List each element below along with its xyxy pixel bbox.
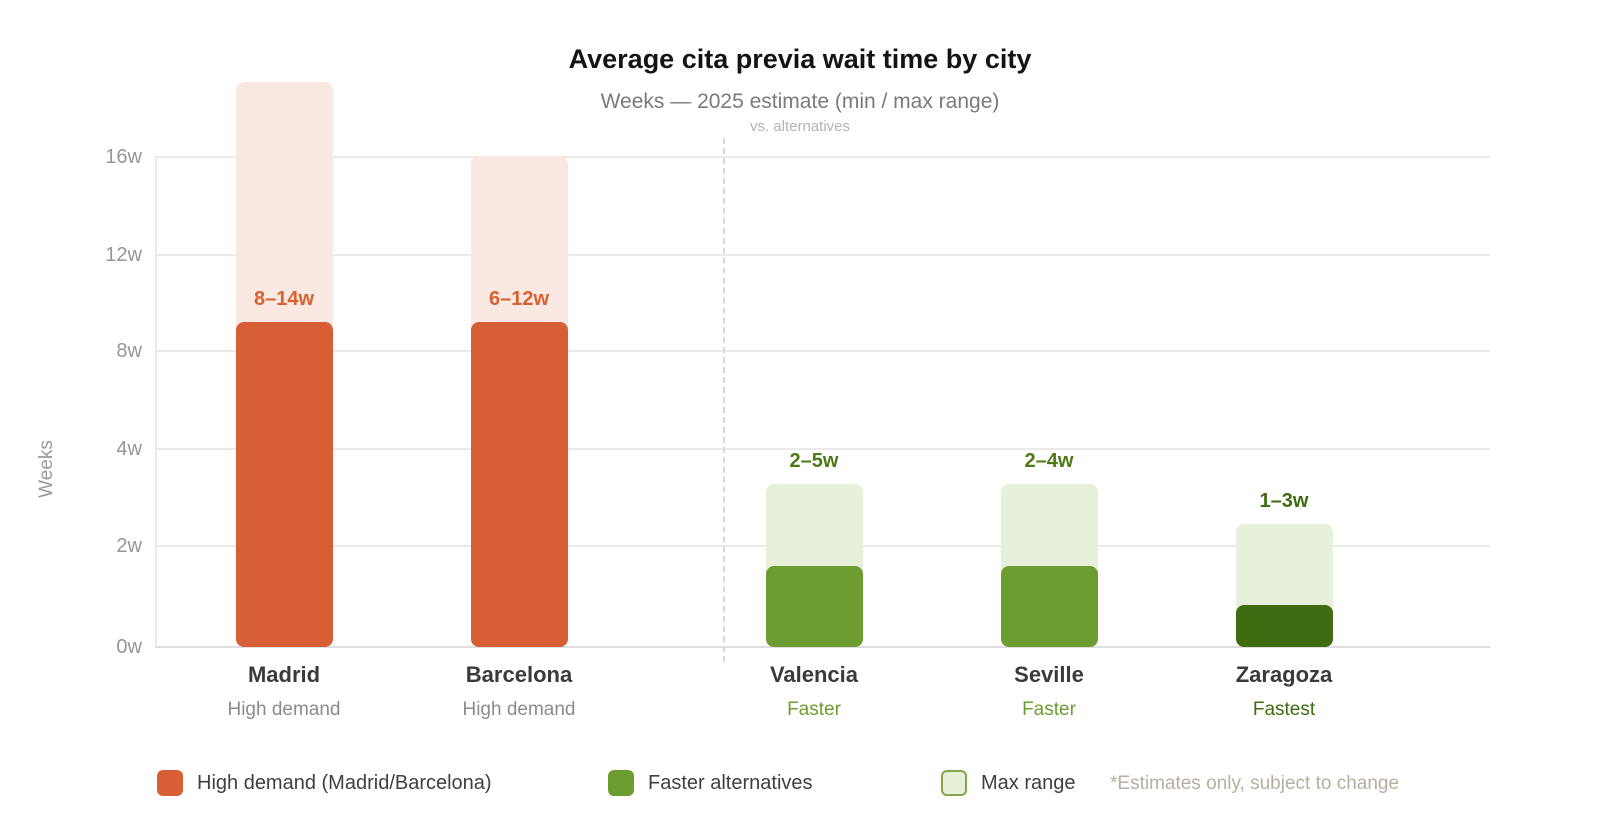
y-tick-label: 8w — [116, 340, 142, 362]
bar-min-segment — [765, 566, 863, 647]
x-axis-label: Zaragoza — [1235, 662, 1333, 687]
bar-max-range-segment — [1000, 484, 1098, 580]
bar-max-range-segment — [1235, 524, 1333, 619]
x-axis-sublabel: Fastest — [1252, 699, 1316, 720]
y-tick-label: 4w — [116, 438, 142, 460]
bar-min-segment — [235, 322, 333, 647]
bar-min-segment — [470, 322, 568, 647]
plot-area: 0w 2w 4w 8w 12w 16w 8–14w Madrid High demand 6–12… — [105, 82, 1490, 720]
gridline — [155, 156, 1490, 158]
legend-item-faster: Faster alternatives — [608, 770, 813, 796]
gridline — [155, 646, 1490, 648]
bar-range-label: 2–5w — [789, 450, 839, 472]
legend-item-high-demand: High demand (Madrid/Barcelona) — [157, 770, 492, 796]
bar-max-range-segment — [235, 82, 333, 336]
y-tick-label: 0w — [116, 636, 142, 658]
chart-subtitle: Weeks — 2025 estimate (min / max range) — [600, 90, 1000, 113]
y-tick-label: 2w — [116, 535, 142, 557]
x-axis-sublabel: Faster — [1022, 699, 1076, 720]
legend-label-faster: Faster alternatives — [648, 771, 813, 794]
high-demand-swatch-icon — [157, 770, 183, 796]
x-axis-label: Barcelona — [465, 662, 573, 687]
legend: High demand (Madrid/Barcelona) Faster al… — [0, 766, 1600, 806]
max-range-swatch-icon — [941, 770, 967, 796]
bar-range-label: 1–3w — [1259, 490, 1309, 512]
legend-item-max-range: Max range — [941, 770, 1076, 796]
x-axis-label: Valencia — [769, 662, 859, 687]
bar-range-label: 6–12w — [488, 288, 550, 310]
chart-subnote: vs. alternatives — [749, 118, 851, 135]
bar-min-segment — [1235, 605, 1333, 647]
gridline — [155, 254, 1490, 256]
legend-label-max-range: Max range — [981, 771, 1076, 794]
y-tick-label: 16w — [105, 146, 142, 168]
group-divider-line — [723, 138, 725, 662]
faster-swatch-icon — [608, 770, 634, 796]
x-axis-label: Seville — [1014, 662, 1084, 687]
y-tick-label: 12w — [105, 244, 142, 266]
x-axis-label: Madrid — [247, 662, 321, 687]
bar-min-segment — [1000, 566, 1098, 647]
gridline — [155, 350, 1490, 352]
x-axis-sublabel: Faster — [787, 699, 841, 720]
bar-max-range-segment — [765, 484, 863, 580]
legend-label-high-demand: High demand (Madrid/Barcelona) — [197, 771, 492, 794]
y-axis-line — [155, 157, 157, 647]
x-axis-sublabel: High demand — [462, 699, 576, 720]
bar-range-label: 8–14w — [253, 288, 315, 310]
chart-title: Average cita previa wait time by city — [568, 44, 1032, 74]
bar-range-label: 2–4w — [1024, 450, 1074, 472]
legend-note: *Estimates only, subject to change — [1110, 773, 1400, 794]
x-axis-sublabel: High demand — [227, 699, 341, 720]
gridline — [155, 448, 1490, 450]
bar-max-range-segment — [470, 156, 568, 336]
